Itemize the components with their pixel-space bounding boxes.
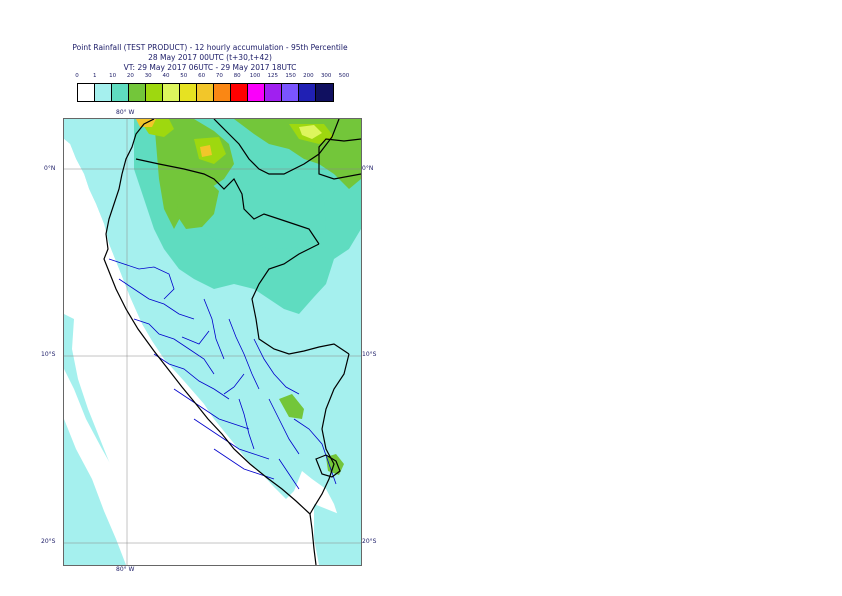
legend-threshold-label: 40	[162, 73, 170, 79]
legend-threshold-label: 100	[249, 73, 261, 79]
legend-threshold-label: 500	[338, 73, 350, 79]
map-title-block: Point Rainfall (TEST PRODUCT) - 12 hourl…	[60, 43, 360, 73]
legend-threshold-label: 10	[109, 73, 117, 79]
legend-swatch	[163, 84, 180, 101]
rain-field-light-southeast	[314, 504, 361, 565]
legend-swatch	[299, 84, 316, 101]
rain-field-heavy-3	[176, 177, 219, 229]
lat-label-left-20s: 20°S	[41, 538, 56, 545]
legend-threshold-label: 50	[180, 73, 188, 79]
title-line-1: Point Rainfall (TEST PRODUCT) - 12 hourl…	[72, 43, 348, 52]
lat-label-left-10s: 10°S	[41, 351, 56, 358]
legend-threshold-label: 150	[285, 73, 296, 79]
coastal-dry-zone	[64, 139, 164, 367]
lon-label-bottom: 80° W	[116, 566, 135, 573]
border-bolivia	[309, 353, 350, 515]
legend-threshold-label: 200	[303, 73, 314, 79]
legend-swatch	[95, 84, 112, 101]
border-ecuador	[121, 119, 320, 245]
lat-label-right-20s: 20°S	[362, 538, 377, 545]
title-line-3: VT: 29 May 2017 06UTC - 29 May 2017 18UT…	[123, 63, 297, 72]
legend-swatch	[282, 84, 299, 101]
legend-threshold-label: 80	[233, 73, 241, 79]
legend-swatch	[248, 84, 265, 101]
legend-swatch	[231, 84, 248, 101]
rainfall-map-svg	[64, 119, 361, 565]
lat-label-right-0: 0°N	[362, 165, 374, 172]
legend-swatch	[197, 84, 214, 101]
legend-threshold-label: 70	[215, 73, 223, 79]
rainfall-map	[63, 118, 362, 566]
border-east-frame	[318, 138, 361, 180]
offshore-dry-zone	[72, 299, 234, 565]
legend-threshold-label: 125	[267, 73, 279, 79]
rain-field-peak-1	[299, 125, 322, 139]
legend-swatch	[78, 84, 95, 101]
rain-field-extreme-1	[200, 145, 212, 157]
border-chile	[309, 513, 317, 565]
legend-threshold-labels: 0 1 10 20 30 40 50 60 70 80 100 125 150 200 300 500	[70, 73, 360, 83]
legend-threshold-label: 30	[144, 73, 152, 79]
legend-swatch	[316, 84, 333, 101]
lat-label-right-10s: 10°S	[362, 351, 377, 358]
legend-swatch	[129, 84, 146, 101]
legend-swatch	[265, 84, 282, 101]
legend-threshold-label: 1	[93, 73, 97, 79]
title-line-2: 28 May 2017 00UTC (t+30,t+42)	[148, 53, 272, 62]
lat-label-left-0: 0°N	[44, 165, 56, 172]
legend-swatch	[112, 84, 129, 101]
country-borders	[103, 119, 361, 565]
border-brazil	[251, 243, 350, 355]
rain-field-light-south	[64, 419, 126, 565]
legend-swatch	[214, 84, 231, 101]
legend-swatch	[180, 84, 197, 101]
legend-color-bar	[77, 83, 334, 102]
legend-threshold-label: 300	[320, 73, 332, 79]
lon-label-top: 80° W	[116, 109, 135, 116]
legend-threshold-label: 20	[126, 73, 134, 79]
legend-swatch	[146, 84, 163, 101]
coastline-peru	[103, 173, 311, 515]
rain-field-heavy-4	[279, 394, 304, 419]
region-borders	[108, 258, 337, 490]
legend-threshold-label: 60	[198, 73, 206, 79]
border-colombia	[213, 119, 340, 175]
lake-titicaca	[315, 454, 341, 478]
legend-threshold-label: 0	[75, 73, 79, 79]
